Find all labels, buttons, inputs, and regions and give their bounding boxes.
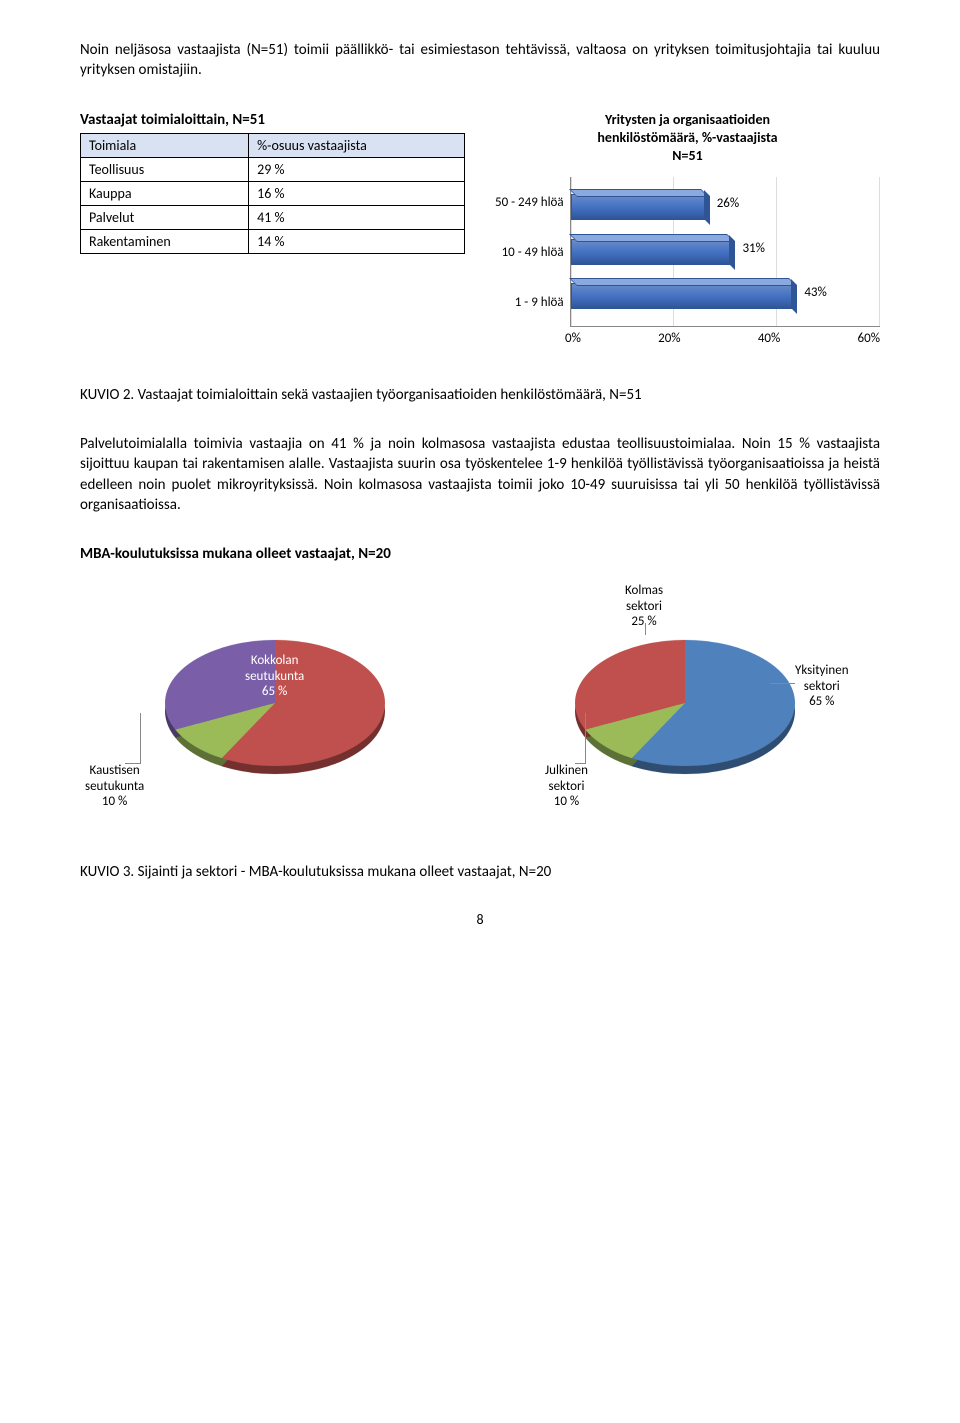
industry-value: 16 % [249, 181, 465, 205]
x-tick: 0% [565, 331, 581, 346]
page-number: 8 [80, 911, 880, 928]
barchart-title-line3: N=51 [672, 147, 702, 164]
table-col1-header: Toimiala [81, 133, 249, 157]
barchart-y-labels: 50 - 249 hlöä 10 - 49 hlöä 1 - 9 hlöä [495, 177, 570, 327]
kuvio3-caption: KUVIO 3. Sijainti ja sektori - MBA-koulu… [80, 863, 880, 881]
bar [571, 194, 705, 220]
industry-table-wrap: Vastaajat toimialoittain, N=51 Toimiala … [80, 111, 465, 254]
industry-label: Palvelut [81, 205, 249, 229]
location-pie: Muu25 % Kokkolanseutukunta65 % Kaustisen… [85, 583, 465, 823]
barchart-title-line1: Yritysten ja organisaatioiden [605, 111, 770, 128]
barchart-category: 50 - 249 hlöä [495, 195, 564, 210]
kuvio2-caption: KUVIO 2. Vastaajat toimialoittain sekä v… [80, 386, 880, 404]
barchart-x-axis: 0% 20% 40% 60% [565, 331, 880, 346]
sector-pie: Kolmassektori25 % Yksityinensektori65 % … [495, 583, 875, 823]
bar-row: 43% [571, 283, 880, 309]
x-tick: 40% [758, 331, 780, 346]
pie-label-kaustinen: Kaustisenseutukunta10 % [85, 763, 144, 810]
bar-value-label: 43% [804, 285, 826, 300]
pie-label-muu: Muu25 % [155, 613, 180, 644]
table-row: Rakentaminen 14 % [81, 229, 465, 253]
table-title: Vastaajat toimialoittain, N=51 [80, 111, 465, 129]
pie-charts-row: Muu25 % Kokkolanseutukunta65 % Kaustisen… [80, 583, 880, 823]
table-col2-header: %-osuus vastaajista [249, 133, 465, 157]
barchart-title-line2: henkilöstömäärä, %-vastaajista [597, 129, 777, 146]
industry-value: 14 % [249, 229, 465, 253]
x-tick: 20% [658, 331, 680, 346]
body-paragraph: Palvelutoimialalla toimivia vastaajia on… [80, 434, 880, 515]
industry-label: Kauppa [81, 181, 249, 205]
bar [571, 283, 793, 309]
bar-row: 31% [571, 239, 880, 265]
pie-label-kokkola: Kokkolanseutukunta65 % [245, 653, 304, 700]
mba-heading: MBA-koulutuksissa mukana olleet vastaaja… [80, 545, 880, 563]
industry-table: Toimiala %-osuus vastaajista Teollisuus … [80, 133, 465, 254]
bar-value-label: 31% [742, 241, 764, 256]
barchart-title: Yritysten ja organisaatioiden henkilöstö… [495, 111, 880, 166]
pie-label-yksityinen: Yksityinensektori65 % [795, 663, 849, 710]
bar-row: 26% [571, 194, 880, 220]
table-chart-row: Vastaajat toimialoittain, N=51 Toimiala … [80, 111, 880, 347]
pie-label-julkinen: Julkinensektori10 % [545, 763, 588, 810]
x-tick: 60% [858, 331, 880, 346]
table-row: Kauppa 16 % [81, 181, 465, 205]
barchart-category: 1 - 9 hlöä [495, 295, 564, 310]
barchart-category: 10 - 49 hlöä [495, 245, 564, 260]
industry-value: 41 % [249, 205, 465, 229]
industry-value: 29 % [249, 157, 465, 181]
bar [571, 239, 731, 265]
table-row: Palvelut 41 % [81, 205, 465, 229]
bar-value-label: 26% [717, 196, 739, 211]
barchart-plot: 26% 31% 43% [570, 177, 880, 327]
intro-paragraph: Noin neljäsosa vastaajista (N=51) toimii… [80, 40, 880, 81]
table-row: Teollisuus 29 % [81, 157, 465, 181]
headcount-barchart: Yritysten ja organisaatioiden henkilöstö… [495, 111, 880, 347]
industry-label: Teollisuus [81, 157, 249, 181]
industry-label: Rakentaminen [81, 229, 249, 253]
